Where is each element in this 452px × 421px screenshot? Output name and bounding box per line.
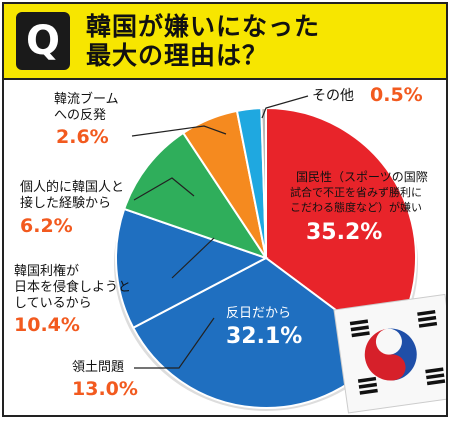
value-hannichi: 32.1% — [226, 324, 303, 349]
q-badge: Q — [16, 12, 70, 70]
label-kojin-line2: 接した経験から — [20, 196, 112, 211]
leader-kojin — [133, 177, 195, 201]
label-riken-line1: 韓国利権が — [14, 264, 80, 279]
pie-chart-svg — [114, 95, 446, 414]
label-sonota: その他 — [312, 88, 354, 104]
title-line-2: 最大の理由は？ — [86, 41, 269, 70]
slice-riken — [122, 131, 269, 260]
label-hannichi: 反日だから — [226, 306, 292, 321]
label-kokuminsei-line1: 国民性（スポーツの国際 — [296, 170, 428, 184]
label-kokuminsei-line3: こだわる態度など）が嫌い — [290, 201, 422, 214]
leader-sonota — [261, 95, 309, 119]
value-ryodo: 13.0% — [72, 378, 138, 400]
label-kokuminsei-line2: 試合で不正を省みず勝利に — [290, 186, 422, 199]
leader-hanryu — [131, 125, 227, 137]
value-riken: 10.4% — [14, 314, 80, 336]
value-sonota: 0.5% — [370, 84, 423, 106]
label-hanryu-line2: への反発 — [54, 108, 107, 123]
header: Q 韓国が嫌いになった 最大の理由は？ — [4, 4, 446, 80]
leader-riken — [171, 237, 215, 279]
value-kojin: 6.2% — [20, 215, 73, 237]
slice-ryodo — [115, 207, 269, 330]
label-riken-line2: 日本を侵食しようと — [14, 280, 132, 295]
pie-chart: 韓流ブーム への反発 2.6% 個人的に韓国人と 接した経験から 6.2% 韓国… — [4, 78, 446, 415]
leader-ryodo — [134, 317, 215, 369]
label-ryodo: 領土問題 — [72, 360, 125, 375]
page-title: 韓国が嫌いになった 最大の理由は？ — [86, 12, 320, 70]
label-hanryu-line1: 韓流ブーム — [54, 92, 119, 107]
infographic-frame: Q 韓国が嫌いになった 最大の理由は？ 韓流ブーム への反発 2.6% 個人的に… — [2, 2, 448, 417]
label-kojin-line1: 個人的に韓国人と — [20, 180, 125, 195]
value-hanryu: 2.6% — [56, 126, 109, 148]
title-line-1: 韓国が嫌いになった — [86, 12, 321, 41]
korean-flag-icon — [333, 293, 446, 414]
value-kokuminsei: 35.2% — [306, 220, 383, 245]
label-riken-line3: しているから — [14, 296, 92, 311]
